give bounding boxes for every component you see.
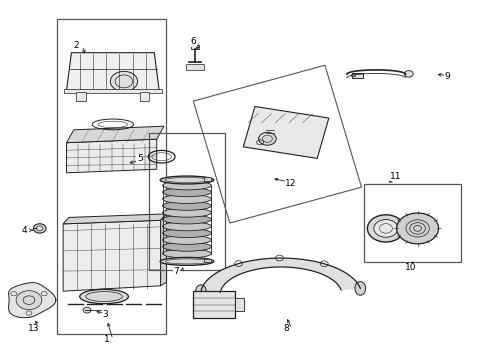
Polygon shape xyxy=(201,258,360,292)
Bar xyxy=(351,73,362,78)
Polygon shape xyxy=(63,220,160,291)
Polygon shape xyxy=(9,283,56,318)
Polygon shape xyxy=(63,214,166,224)
Polygon shape xyxy=(66,139,157,173)
Ellipse shape xyxy=(162,235,211,244)
Text: 5: 5 xyxy=(137,154,142,163)
Bar xyxy=(57,19,166,334)
Polygon shape xyxy=(66,126,163,143)
Text: 11: 11 xyxy=(389,172,401,181)
Text: 8: 8 xyxy=(283,324,288,333)
Bar xyxy=(76,92,86,101)
Ellipse shape xyxy=(162,249,211,258)
Bar xyxy=(243,107,328,158)
Text: 1: 1 xyxy=(104,335,110,344)
Bar xyxy=(203,177,211,181)
Bar xyxy=(190,45,198,49)
Circle shape xyxy=(404,71,412,77)
Ellipse shape xyxy=(162,194,211,203)
Ellipse shape xyxy=(162,229,211,238)
Circle shape xyxy=(83,307,91,313)
Circle shape xyxy=(396,213,438,244)
Circle shape xyxy=(373,220,397,237)
Circle shape xyxy=(258,132,276,145)
Ellipse shape xyxy=(354,282,365,295)
Ellipse shape xyxy=(195,285,206,298)
Bar xyxy=(402,226,407,230)
Text: 10: 10 xyxy=(404,264,415,273)
Ellipse shape xyxy=(162,242,211,251)
Text: 7: 7 xyxy=(173,267,179,276)
Bar xyxy=(149,134,224,270)
Bar xyxy=(140,92,149,101)
Ellipse shape xyxy=(160,257,213,265)
Circle shape xyxy=(366,215,404,242)
Bar xyxy=(363,184,461,262)
Bar xyxy=(185,64,203,69)
Polygon shape xyxy=(66,53,159,90)
Circle shape xyxy=(16,291,42,310)
Ellipse shape xyxy=(160,176,213,184)
Ellipse shape xyxy=(162,188,211,197)
Text: 6: 6 xyxy=(190,37,196,46)
Ellipse shape xyxy=(162,208,211,217)
Circle shape xyxy=(33,224,46,233)
Text: 2: 2 xyxy=(73,41,79,50)
Circle shape xyxy=(110,71,137,91)
Bar xyxy=(193,291,234,318)
Bar xyxy=(350,74,354,76)
Bar xyxy=(203,259,211,262)
Polygon shape xyxy=(160,214,166,286)
Ellipse shape xyxy=(162,201,211,210)
Ellipse shape xyxy=(162,181,211,190)
Ellipse shape xyxy=(162,222,211,231)
Text: 13: 13 xyxy=(28,324,40,333)
Bar xyxy=(64,89,161,93)
Text: 9: 9 xyxy=(443,72,449,81)
Text: 12: 12 xyxy=(285,179,296,188)
Text: 3: 3 xyxy=(102,310,108,319)
Text: 4: 4 xyxy=(21,226,27,235)
Bar xyxy=(234,298,244,311)
Ellipse shape xyxy=(162,215,211,224)
Ellipse shape xyxy=(80,289,128,304)
